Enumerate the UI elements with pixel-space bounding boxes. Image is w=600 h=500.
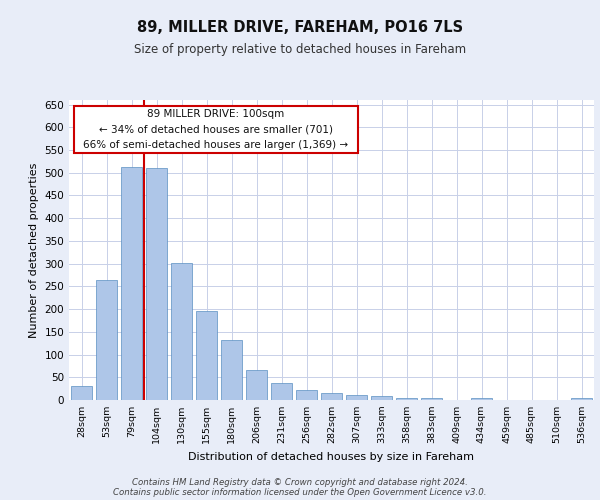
Bar bbox=[221, 340, 242, 400]
Bar bbox=[71, 386, 92, 400]
Bar bbox=[96, 280, 117, 400]
Bar bbox=[296, 390, 317, 400]
Bar bbox=[396, 398, 417, 400]
Bar bbox=[146, 168, 167, 400]
Bar bbox=[346, 396, 367, 400]
Text: 89 MILLER DRIVE: 100sqm
← 34% of detached houses are smaller (701)
66% of semi-d: 89 MILLER DRIVE: 100sqm ← 34% of detache… bbox=[83, 108, 349, 150]
Text: 89, MILLER DRIVE, FAREHAM, PO16 7LS: 89, MILLER DRIVE, FAREHAM, PO16 7LS bbox=[137, 20, 463, 35]
Bar bbox=[196, 311, 217, 400]
Bar bbox=[246, 370, 267, 400]
Bar bbox=[571, 398, 592, 400]
X-axis label: Distribution of detached houses by size in Fareham: Distribution of detached houses by size … bbox=[188, 452, 475, 462]
Bar bbox=[421, 398, 442, 400]
Bar bbox=[171, 262, 192, 400]
FancyBboxPatch shape bbox=[74, 106, 358, 152]
Y-axis label: Number of detached properties: Number of detached properties bbox=[29, 162, 39, 338]
Bar bbox=[321, 393, 342, 400]
Text: Size of property relative to detached houses in Fareham: Size of property relative to detached ho… bbox=[134, 44, 466, 57]
Text: Contains HM Land Registry data © Crown copyright and database right 2024.
Contai: Contains HM Land Registry data © Crown c… bbox=[113, 478, 487, 497]
Bar bbox=[121, 168, 142, 400]
Bar bbox=[471, 398, 492, 400]
Bar bbox=[271, 383, 292, 400]
Bar bbox=[371, 396, 392, 400]
